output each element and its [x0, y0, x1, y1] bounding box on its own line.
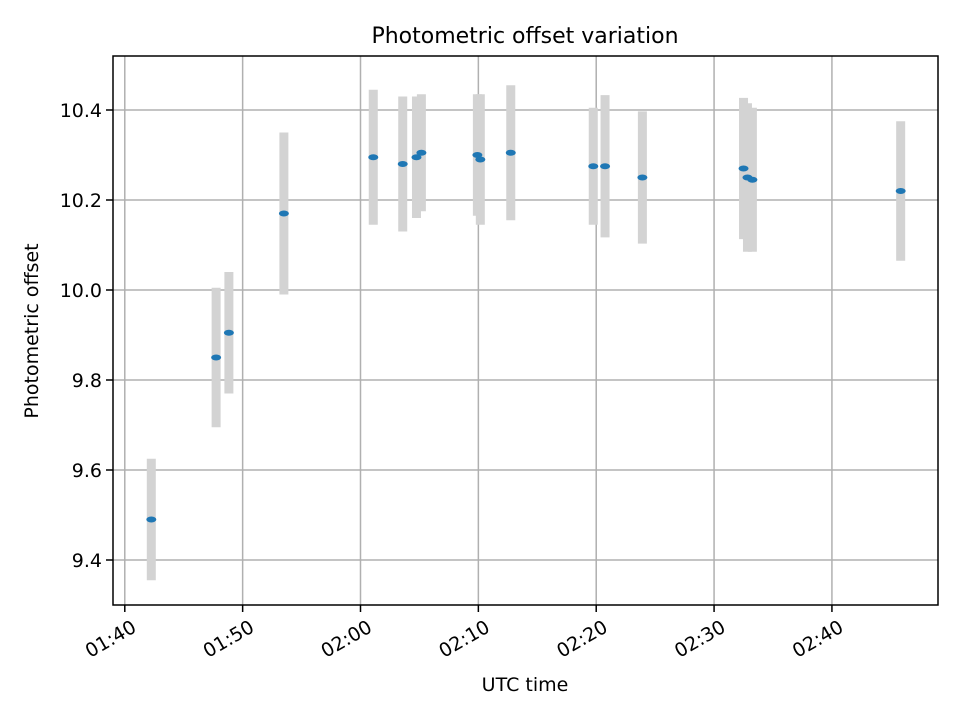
y-tick-label: 10.0 [60, 280, 102, 302]
y-axis-label: Photometric offset [21, 243, 43, 418]
data-point [411, 154, 422, 161]
data-point [472, 152, 483, 158]
data-point [397, 161, 408, 167]
y-tick-label: 9.4 [72, 550, 102, 572]
x-tick-label: 02:10 [435, 616, 493, 662]
data-point [747, 176, 758, 183]
x-tick-label: 02:30 [671, 616, 729, 662]
point-layer [146, 149, 906, 523]
y-tick-label: 10.2 [60, 190, 102, 212]
data-point [368, 154, 379, 161]
x-tick-label: 02:00 [317, 616, 375, 662]
data-point [588, 163, 599, 170]
data-point [738, 165, 749, 172]
plot-frame [112, 55, 939, 606]
data-point [475, 156, 486, 163]
x-axis-label: UTC time [482, 674, 569, 696]
data-point [505, 149, 516, 156]
x-tick-label: 01:40 [82, 616, 140, 662]
data-point [416, 149, 427, 156]
data-point [600, 163, 611, 170]
data-point [637, 174, 648, 181]
y-tick-label: 10.4 [60, 100, 102, 122]
x-tick-label: 02:40 [789, 616, 847, 662]
data-point [223, 329, 234, 336]
x-tick-label: 01:50 [200, 616, 258, 662]
tick-layer: 01:40 01:50 02:00 02:10 02:20 02:30 02:40 9.4 9.… [60, 100, 848, 662]
data-point [146, 516, 157, 523]
data-point [211, 354, 222, 361]
y-tick-label: 9.6 [72, 460, 102, 482]
grid-layer [113, 56, 938, 605]
y-tick-label: 9.8 [72, 370, 102, 392]
data-point [895, 188, 906, 194]
data-point [278, 210, 289, 217]
chart-title: Photometric offset variation [371, 24, 678, 49]
x-tick-label: 02:20 [553, 616, 611, 662]
errorbar-layer [146, 85, 906, 581]
